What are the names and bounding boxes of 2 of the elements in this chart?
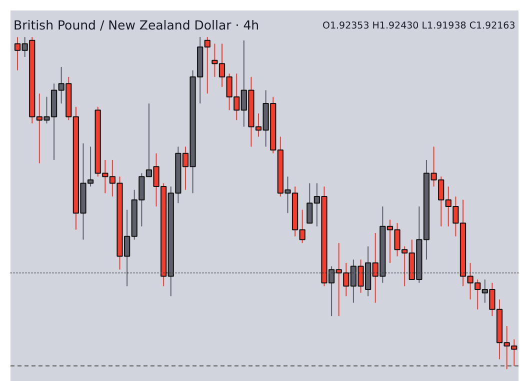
text: O1.92353 H1.92430 L1.91938 C1.92163 (322, 20, 516, 32)
chart-title: British Pound / New Zealand Dollar · 4h (14, 18, 260, 32)
